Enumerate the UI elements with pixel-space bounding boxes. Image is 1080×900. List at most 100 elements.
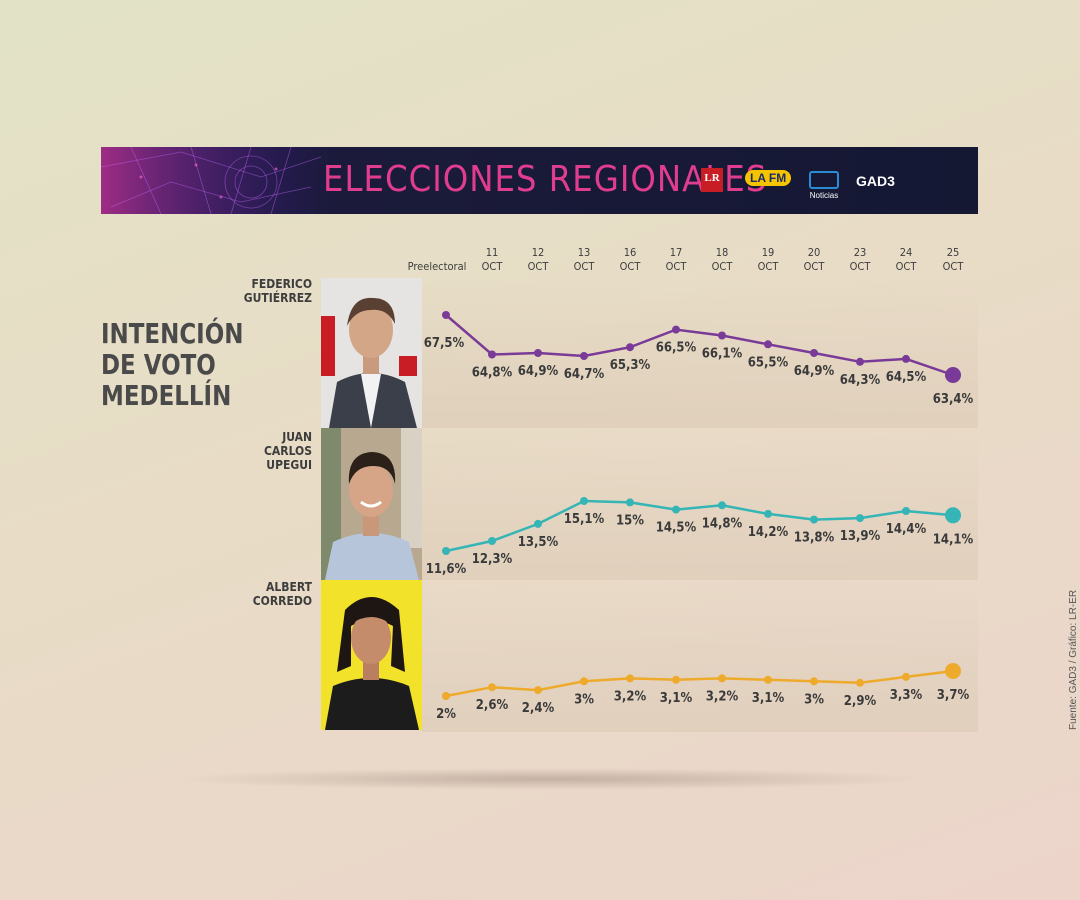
- data-label: 14,8%: [702, 516, 743, 531]
- candidate-name-gutierrez: FEDERICO GUTIÉRREZ: [202, 277, 312, 305]
- data-label: 2,6%: [476, 698, 509, 713]
- data-point: [945, 663, 961, 679]
- banner-title: ELECCIONES REGIONALES: [323, 159, 768, 200]
- data-label: 65,3%: [610, 358, 651, 373]
- data-point: [442, 692, 450, 700]
- x-tick-label: 16: [624, 246, 637, 259]
- candidate-name-line: CARLOS: [264, 444, 312, 458]
- data-label: 3%: [804, 692, 824, 707]
- rcn-noticias-logo: Noticias: [809, 171, 839, 200]
- candidate-name-line: ALBERT: [266, 580, 312, 594]
- data-label: 3,2%: [614, 689, 647, 704]
- x-tick-label: 19: [762, 246, 775, 259]
- data-point: [626, 498, 634, 507]
- data-label: 3,1%: [752, 691, 785, 706]
- la-republica-logo: LR: [701, 168, 723, 192]
- x-tick-label: 18: [716, 246, 729, 259]
- data-point: [945, 367, 961, 383]
- data-point: [672, 325, 680, 334]
- x-tick-label: 13: [578, 246, 591, 259]
- x-tick-label: OCT: [804, 260, 826, 273]
- candidate-name-upegui: JUAN CARLOS UPEGUI: [202, 430, 312, 472]
- data-label: 3,7%: [937, 688, 970, 703]
- x-axis-ticks: Preelectoral11OCT12OCT13OCT16OCT17OCT18O…: [408, 246, 965, 273]
- data-label: 15,1%: [564, 512, 605, 527]
- data-point: [442, 311, 450, 319]
- data-point: [580, 497, 588, 505]
- data-point: [580, 352, 588, 360]
- data-point: [810, 515, 818, 524]
- data-label: 67,5%: [424, 336, 465, 351]
- series-line: [445, 669, 954, 698]
- data-point: [810, 677, 818, 686]
- data-label: 64,8%: [472, 366, 513, 381]
- headline-line-1: INTENCIÓN: [101, 317, 244, 350]
- headline-line-3: MEDELLÍN: [101, 379, 232, 412]
- data-point: [626, 674, 634, 683]
- data-point: [488, 683, 496, 692]
- data-label: 64,3%: [840, 373, 881, 388]
- x-tick-label: OCT: [528, 260, 550, 273]
- x-tick-label: 17: [670, 246, 683, 259]
- candidate-name-line: GUTIÉRREZ: [243, 291, 312, 305]
- x-tick-label: OCT: [482, 260, 504, 273]
- series-2: 11,6% 12,3% 13,5% 15,1% 15% 14,5% 14,8% 14,2% 13…: [426, 497, 974, 577]
- x-tick-label: 25: [947, 246, 960, 259]
- headline-line-2: DE VOTO: [101, 348, 216, 381]
- candidate-name-line: UPEGUI: [266, 458, 312, 472]
- data-label: 14,2%: [748, 525, 789, 540]
- x-tick-label: 11: [486, 246, 499, 259]
- data-label: 63,4%: [933, 392, 974, 407]
- series-3: 2% 2,6% 2,4% 3% 3,2% 3,1% 3,2% 3,1% 3% 2,9% 3,3% 3,…: [436, 663, 970, 722]
- data-point: [442, 547, 450, 555]
- data-point: [672, 675, 680, 684]
- x-tick-label: OCT: [574, 260, 596, 273]
- data-label: 3,3%: [890, 688, 923, 703]
- row-band-3: [422, 580, 978, 732]
- data-label: 13,9%: [840, 529, 881, 544]
- data-label: 12,3%: [472, 552, 513, 567]
- series-line: [445, 499, 954, 553]
- x-tick-label: OCT: [850, 260, 872, 273]
- series-1: 67,5% 64,8% 64,9% 64,7% 65,3% 66,5% 66,1% 65,5%…: [424, 311, 974, 407]
- data-label: 66,5%: [656, 341, 697, 356]
- data-point: [534, 349, 542, 357]
- data-label: 14,5%: [656, 521, 697, 536]
- data-label: 66,1%: [702, 346, 743, 361]
- data-point: [718, 501, 726, 510]
- data-point: [580, 677, 588, 686]
- data-point: [718, 331, 726, 340]
- data-point: [764, 509, 772, 518]
- chart-headline: INTENCIÓN DE VOTO MEDELLÍN: [101, 318, 249, 411]
- drop-shadow: [170, 768, 930, 790]
- x-tick-label: 12: [532, 246, 545, 259]
- candidate-name-line: FEDERICO: [251, 277, 312, 291]
- data-point: [856, 514, 864, 523]
- la-fm-logo: LA FM: [745, 170, 792, 186]
- x-tick-label: OCT: [620, 260, 642, 273]
- data-label: 14,4%: [886, 522, 927, 537]
- x-tick-label: Preelectoral: [408, 260, 467, 273]
- data-label: 13,8%: [794, 531, 835, 546]
- gad3-logo: GAD3: [856, 173, 895, 189]
- la-fm-logo-text: LA FM: [745, 170, 792, 186]
- data-point: [534, 519, 542, 528]
- data-label: 14,1%: [933, 532, 974, 547]
- data-point: [945, 507, 961, 524]
- x-tick-label: OCT: [666, 260, 688, 273]
- data-label: 64,9%: [518, 364, 559, 379]
- data-label: 65,5%: [748, 355, 789, 370]
- data-point: [902, 507, 910, 515]
- data-label: 64,5%: [886, 370, 927, 385]
- data-label: 15%: [616, 513, 644, 528]
- series-layer: 67,5% 64,8% 64,9% 64,7% 65,3% 66,5% 66,1% 65,5%…: [424, 311, 974, 722]
- data-label: 11,6%: [426, 562, 467, 577]
- x-tick-label: OCT: [896, 260, 918, 273]
- data-point: [902, 672, 910, 681]
- row-band-2: [422, 428, 978, 580]
- x-tick-label: 24: [900, 246, 913, 259]
- data-point: [764, 675, 772, 684]
- candidate-photo-corredo: [321, 580, 422, 730]
- data-label: 3,2%: [706, 689, 739, 704]
